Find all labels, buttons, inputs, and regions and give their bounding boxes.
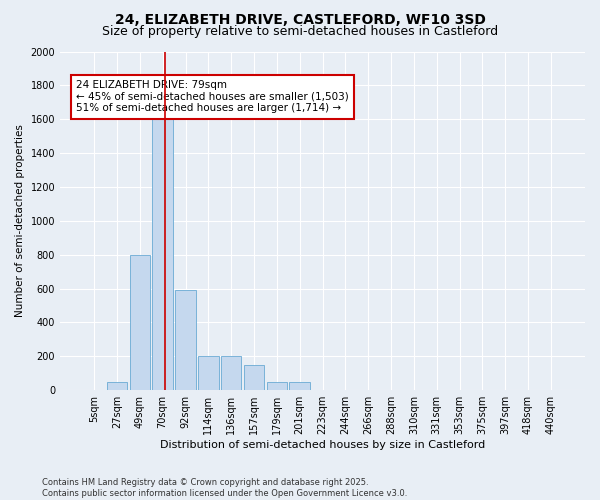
Text: Contains HM Land Registry data © Crown copyright and database right 2025.
Contai: Contains HM Land Registry data © Crown c… — [42, 478, 407, 498]
Bar — [266, 382, 287, 390]
Text: 24, ELIZABETH DRIVE, CASTLEFORD, WF10 3SD: 24, ELIZABETH DRIVE, CASTLEFORD, WF10 3S… — [115, 12, 485, 26]
Bar — [175, 290, 196, 390]
Bar — [130, 254, 150, 390]
Bar — [221, 356, 241, 390]
Bar — [152, 116, 173, 390]
Bar — [244, 365, 264, 390]
Text: 24 ELIZABETH DRIVE: 79sqm
← 45% of semi-detached houses are smaller (1,503)
51% : 24 ELIZABETH DRIVE: 79sqm ← 45% of semi-… — [76, 80, 349, 114]
Bar — [289, 382, 310, 390]
Bar — [107, 382, 127, 390]
X-axis label: Distribution of semi-detached houses by size in Castleford: Distribution of semi-detached houses by … — [160, 440, 485, 450]
Y-axis label: Number of semi-detached properties: Number of semi-detached properties — [15, 124, 25, 318]
Bar — [198, 356, 218, 390]
Text: Size of property relative to semi-detached houses in Castleford: Size of property relative to semi-detach… — [102, 25, 498, 38]
